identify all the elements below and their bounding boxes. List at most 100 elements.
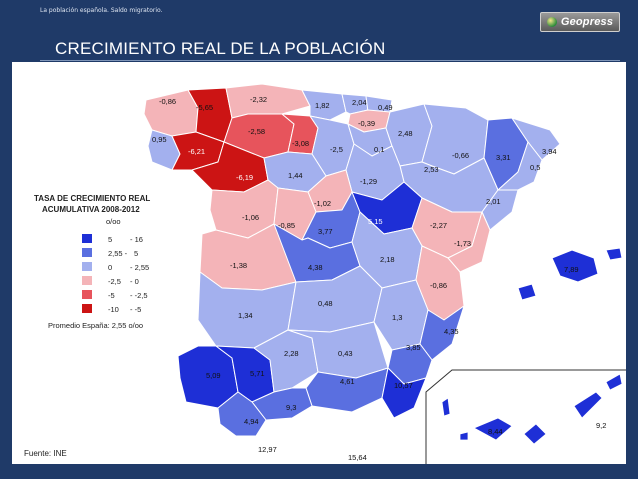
region-las-palmas-fuerteventura [573,391,603,419]
legend-from-2: 0 [108,263,112,272]
label-melilla: 15,64 [348,453,367,462]
label-baleares: 7,89 [564,265,579,274]
label-las-palmas: 9,2 [596,421,606,430]
legend-swatch-5 [82,304,92,313]
legend-swatch-1 [82,248,92,257]
label-zaragoza: 2,53 [424,165,439,174]
label-leon: -2,58 [248,127,265,136]
label-malaga: 9,3 [286,403,296,412]
legend-swatch-0 [82,234,92,243]
label-murcia: 3,85 [406,343,421,352]
globe-icon [546,17,557,27]
label-gipuzkoa: 0,49 [378,103,393,112]
label-castellon: -1,73 [454,239,471,248]
label-salamanca: -1,06 [242,213,259,222]
logo-text: Geopress [560,16,614,28]
legend-swatch-4 [82,290,92,299]
legend-to-2: - 2,55 [130,263,149,272]
label-santa-cruz-tenerife: 8,44 [488,427,503,436]
label-sevilla: 5,71 [250,369,265,378]
geopress-logo: Geopress [540,12,620,32]
label-asturias: -2,32 [250,95,267,104]
map-panel: -0,86 -5,65 -2,32 1,82 2,04 0,49 -0,39 0… [12,62,626,464]
legend-from-1: 2,55 - [108,249,128,258]
region-las-palmas-lanzarote [605,373,623,391]
label-tarragona: 2,01 [486,197,501,206]
breadcrumb: La población española. Saldo migratorio. [40,7,163,14]
spain-map: -0,86 -5,65 -2,32 1,82 2,04 0,49 -0,39 0… [24,83,626,464]
region-baleares-menorca [605,247,623,261]
label-valencia: -0,86 [430,281,447,290]
label-alava: -0,39 [358,119,375,128]
label-ceuta: 12,97 [258,445,277,454]
label-cordoba: 2,28 [284,349,299,358]
label-valladolid: 1,44 [288,171,303,180]
label-caceres: -1,38 [230,261,247,270]
title-divider [40,60,620,61]
label-bizkaia: 2,04 [352,98,367,107]
region-santa-cruz-la-palma [441,397,451,417]
label-la-rioja: 0,1 [374,145,384,154]
legend-swatch-3 [82,276,92,285]
region-girona [511,117,561,161]
legend-title-line2: ACUMULATIVA 2008-2012 [42,205,140,214]
region-santa-cruz-tenerife [473,417,513,441]
label-palencia: -3,08 [292,139,309,148]
legend-from-4: -5 [108,291,115,300]
region-labels: -0,86 -5,65 -2,32 1,82 2,04 0,49 -0,39 0… [152,95,606,462]
label-girona: 3,94 [542,147,557,156]
region-asturias [225,83,311,119]
label-ciudad-real: 0,48 [318,299,333,308]
label-lleida: 3,31 [496,153,511,162]
region-baleares-ibiza [517,283,537,301]
label-teruel: -2,27 [430,221,447,230]
region-tarragona [481,189,519,231]
region-baleares [551,249,599,283]
label-zamora: -6,19 [236,173,253,182]
label-almeria: 10,57 [394,381,413,390]
legend-unit: o/oo [106,217,121,226]
label-granada: 4,61 [340,377,355,386]
label-guadalajara: 5,15 [368,217,383,226]
label-soria: -1,29 [360,177,377,186]
label-a-coruna: -0,86 [159,97,176,106]
legend-title-line1: TASA DE CRECIMIENTO REAL [34,194,150,203]
label-pontevedra: 0,95 [152,135,167,144]
label-badajoz: 1,34 [238,311,253,320]
legend-from-0: 5 [108,235,112,244]
label-barcelona: 0,5 [530,163,540,172]
legend-average: Promedio España: 2,55 o/oo [48,321,143,330]
label-ourense: -6,21 [188,147,205,156]
legend-to-0: - 16 [130,235,143,244]
region-santa-cruz-gomera [459,431,469,441]
label-madrid: 3,77 [318,227,333,236]
legend-from-3: -2,5 [108,277,121,286]
canarias-inset [425,369,626,464]
label-segovia: -1,02 [314,199,331,208]
legend-to-5: - -5 [130,305,141,314]
label-cadiz: 4,94 [244,417,259,426]
label-toledo: 4,38 [308,263,323,272]
label-albacete: 1,3 [392,313,402,322]
label-cuenca: 2,18 [380,255,395,264]
label-navarra: 2,48 [398,129,413,138]
legend-from-5: -10 [108,305,119,314]
label-huesca: -0,66 [452,151,469,160]
legend-to-3: - 0 [130,277,139,286]
legend: TASA DE CRECIMIENTO REAL ACUMULATIVA 200… [34,194,150,330]
label-lugo: -5,65 [196,103,213,112]
region-almeria [381,367,427,419]
label-cantabria: 1,82 [315,101,330,110]
page-title: CRECIMIENTO REAL DE LA POBLACIÓN [55,39,386,58]
label-huelva: 5,09 [206,371,221,380]
legend-swatch-2 [82,262,92,271]
region-cadiz [217,391,267,437]
legend-to-1: 5 [134,249,138,258]
source-note: Fuente: INE [24,449,67,458]
label-jaen: 0,43 [338,349,353,358]
legend-to-4: - -2,5 [130,291,148,300]
label-avila: -0,85 [278,221,295,230]
label-burgos: -2,5 [330,145,343,154]
region-las-palmas [523,423,547,445]
label-alicante: 4,35 [444,327,459,336]
